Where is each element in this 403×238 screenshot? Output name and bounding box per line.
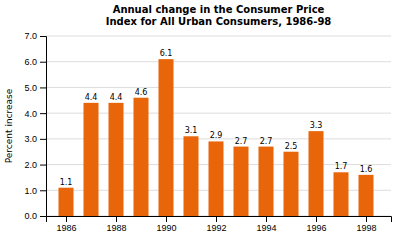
y-tick: 7.0 xyxy=(24,31,46,41)
x-axis: 1986 1988 1990 1992 1994 1996 1998 xyxy=(47,216,392,233)
data-label: 2.9 xyxy=(210,131,223,140)
y-axis-line xyxy=(40,37,47,217)
y-tick-mark xyxy=(40,87,46,88)
x-tick-label: 1998 xyxy=(356,223,376,233)
y-tick: 3.0 xyxy=(24,134,46,144)
y-tick: 1.0 xyxy=(24,186,46,196)
data-label: 1.6 xyxy=(360,165,373,174)
y-tick-label: 0.0 xyxy=(24,211,37,221)
y-tick-label: 7.0 xyxy=(24,31,37,41)
bar xyxy=(134,98,149,216)
data-label: 4.6 xyxy=(135,88,148,97)
bar xyxy=(109,103,124,216)
data-label: 3.1 xyxy=(185,126,198,135)
x-tick: 1990 xyxy=(156,216,176,233)
bar xyxy=(359,175,374,216)
x-axis-line xyxy=(47,217,392,223)
y-tick-mark xyxy=(40,62,46,63)
y-tick-label: 6.0 xyxy=(24,57,37,67)
bar xyxy=(184,136,199,216)
y-axis-title: Percent increase xyxy=(4,88,14,163)
x-tick-mark xyxy=(266,216,267,222)
y-tick-mark xyxy=(40,165,46,166)
grid-line xyxy=(46,87,391,88)
bar xyxy=(284,152,299,216)
y-axis: 0.0 1.0 2.0 3.0 4.0 5.0 6.0 7.0 xyxy=(24,31,46,221)
x-tick: 1986 xyxy=(56,216,76,233)
bar xyxy=(84,103,99,216)
y-tick-mark xyxy=(40,139,46,140)
x-tick-mark xyxy=(366,216,367,222)
x-tick-label: 1990 xyxy=(156,223,176,233)
bar xyxy=(209,141,224,216)
data-label: 2.7 xyxy=(235,137,248,146)
grid-line xyxy=(46,61,391,62)
data-label: 6.1 xyxy=(160,49,173,58)
x-tick-mark xyxy=(166,216,167,222)
y-tick-mark xyxy=(40,190,46,191)
data-label: 2.5 xyxy=(285,142,298,151)
y-tick-mark xyxy=(40,216,46,217)
bar xyxy=(334,172,349,216)
x-tick: 1992 xyxy=(206,216,226,233)
data-label: 4.4 xyxy=(110,93,123,102)
bar xyxy=(259,147,274,216)
x-tick: 1994 xyxy=(256,216,276,233)
y-tick-label: 2.0 xyxy=(24,160,37,170)
bar xyxy=(234,147,249,216)
bar xyxy=(159,59,174,216)
x-tick-label: 1996 xyxy=(306,223,326,233)
y-tick-mark xyxy=(40,113,46,114)
marks xyxy=(59,59,374,216)
x-tick-label: 1988 xyxy=(106,223,126,233)
y-tick: 6.0 xyxy=(24,57,46,67)
x-tick-mark xyxy=(216,216,217,222)
y-tick-label: 3.0 xyxy=(24,134,37,144)
x-tick-mark xyxy=(116,216,117,222)
x-tick: 1996 xyxy=(306,216,326,233)
x-tick-mark xyxy=(66,216,67,222)
grid-line xyxy=(46,36,391,37)
x-tick-label: 1994 xyxy=(256,223,276,233)
y-tick: 4.0 xyxy=(24,109,46,119)
y-tick-label: 5.0 xyxy=(24,83,37,93)
x-tick: 1988 xyxy=(106,216,126,233)
data-label: 1.1 xyxy=(60,178,73,187)
data-labels: 1.1 4.4 4.4 4.6 6.1 3.1 2.9 2.7 2.7 2.5 3.3 1.7 1.6 xyxy=(60,49,373,187)
grid xyxy=(46,36,391,216)
y-tick-mark xyxy=(40,36,46,37)
title: Annual change in the Consumer PriceIndex… xyxy=(106,4,332,27)
y-tick: 5.0 xyxy=(24,83,46,93)
data-label: 3.3 xyxy=(310,121,323,130)
data-label: 1.7 xyxy=(335,162,348,171)
y-tick-label: 1.0 xyxy=(24,186,37,196)
x-tick-label: 1986 xyxy=(56,223,76,233)
x-tick: 1998 xyxy=(356,216,376,233)
plot: 1986 1988 1990 1992 1994 1996 1998 0.0 1.0 2.0 3.0… xyxy=(24,31,391,233)
x-tick-label: 1992 xyxy=(206,223,226,233)
y-tick-label: 4.0 xyxy=(24,109,37,119)
x-tick-mark xyxy=(316,216,317,222)
data-label: 4.4 xyxy=(85,93,98,102)
data-label: 2.7 xyxy=(260,137,273,146)
chart: 1986 1988 1990 1992 1994 1996 1998 0.0 1.0 2.0 3.0… xyxy=(0,0,403,238)
y-tick: 2.0 xyxy=(24,160,46,170)
bar xyxy=(59,188,74,216)
y-tick: 0.0 xyxy=(24,211,46,221)
bar xyxy=(309,131,324,216)
